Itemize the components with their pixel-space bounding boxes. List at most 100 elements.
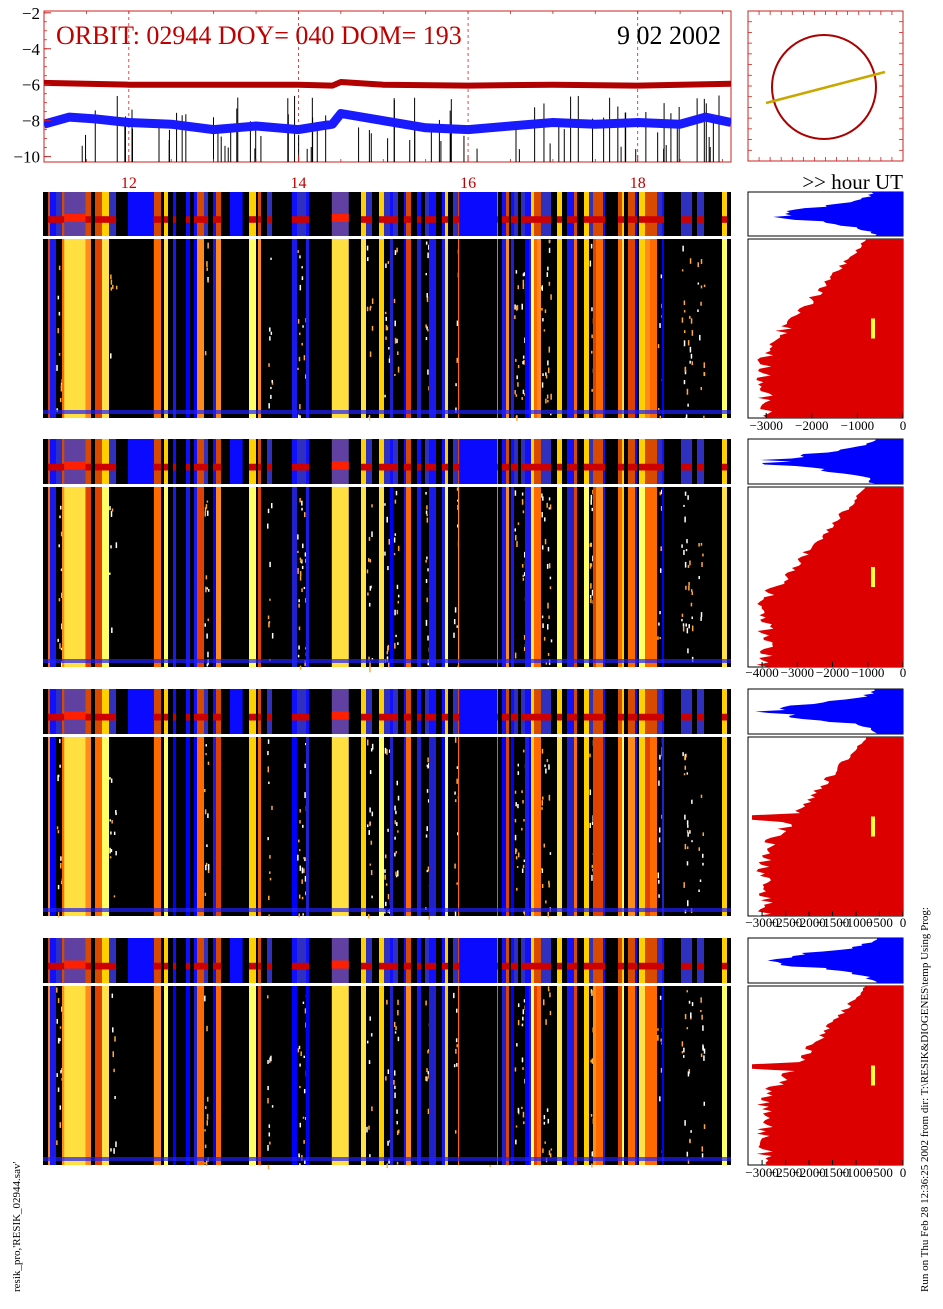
speckle [204,788,206,793]
speckle [684,516,686,523]
strip-block-band [64,711,86,720]
speckle [393,1070,396,1076]
strip-column [85,439,91,484]
strip-block [229,192,243,236]
speckle [425,336,428,341]
spectral-column [50,986,56,1165]
strip-column [258,689,261,734]
speckle [698,847,700,851]
strip-column [300,689,306,734]
speckle [517,771,520,775]
strip-column [109,938,116,983]
speckle [387,1069,390,1074]
strip-profile-area [767,938,903,983]
strip-band [164,463,168,471]
strip-spectrogram [43,192,731,236]
strip-column [208,192,213,236]
speckle [658,827,661,833]
strip-column [529,689,531,734]
speckle [514,490,517,496]
strip-column [697,192,704,236]
strip-column [421,938,425,983]
speckle [455,1038,458,1043]
speckle [394,337,397,344]
speckle [366,1040,369,1044]
speckle [387,1140,389,1146]
strip-column [453,689,458,734]
speckle [702,853,704,858]
speckle [426,292,428,298]
strip-column [390,192,393,236]
spectral-column [506,737,509,916]
speckle [681,544,683,548]
speckle [425,491,427,495]
right-footer-caption: Run on Thu Feb 28 12:36:25 2002 from dir… [919,907,931,1292]
speckle [60,661,63,667]
spectral-column [622,487,624,667]
spectral-column [292,737,297,916]
strip-column [267,938,272,983]
strip-column [637,439,639,484]
speckle [369,666,371,673]
strip-column [645,689,650,734]
speckle [204,623,206,627]
speckle [59,1105,62,1110]
speckle [303,586,306,590]
speckle [299,865,302,871]
strip-column [676,439,681,484]
bottom-band [43,1157,731,1161]
strip-column [390,439,393,484]
strip-column [716,439,722,484]
main-block [459,239,498,418]
profile-marker [871,318,875,339]
strip-column [267,439,272,484]
spectral-column [584,239,589,418]
speckle [456,766,459,769]
speckle [368,602,371,607]
spectral-column [650,737,657,916]
speckle [524,912,526,916]
strip-column [85,192,91,236]
spectral-column [531,239,534,418]
strip-band [154,962,161,970]
spectral-column [557,487,562,667]
speckle [550,639,553,643]
spectral-column [154,986,161,1165]
strip-column [436,689,442,734]
speckle [299,404,301,410]
speckle [703,371,705,377]
y-tick-label: −6 [22,76,40,95]
strip-column [393,192,398,236]
speckle [267,1059,269,1064]
strip-column [529,192,531,236]
profile-tick-label: 0 [900,665,907,680]
speckle [700,542,703,546]
strip-column [249,689,256,734]
strip-column [541,689,546,734]
speckle [386,326,389,331]
speckle [267,1085,269,1091]
speckle [521,1023,524,1027]
strip-band [534,463,537,471]
speckle [700,1009,702,1013]
spectral-column [722,239,727,418]
speckle [304,1159,306,1164]
speckle [58,598,61,602]
strip-column [116,192,120,236]
strip-column [261,689,267,734]
strip-band [258,463,261,471]
speckle [659,754,661,760]
speckle [703,1048,706,1054]
strip-column [276,192,281,236]
strip-band [249,216,256,223]
spectral-column [531,737,534,916]
strip-band [194,463,197,471]
strip-column [95,439,102,484]
strip-band [48,713,50,721]
spectral-column [85,487,91,667]
speckle [515,1125,518,1128]
speckle [371,504,373,508]
strip-block [459,439,498,484]
strip-column [593,439,596,484]
